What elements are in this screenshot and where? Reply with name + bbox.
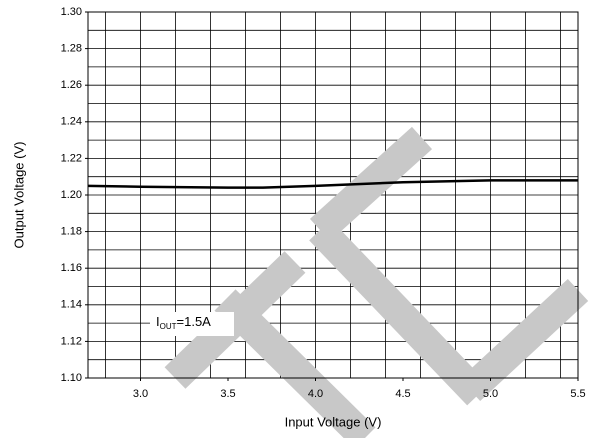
watermark-stroke bbox=[459, 278, 589, 402]
annotation-part: OUT bbox=[160, 322, 177, 331]
x-axis-title: Input Voltage (V) bbox=[285, 414, 382, 429]
y-tick-label: 1.26 bbox=[61, 79, 82, 91]
y-tick-label: 1.22 bbox=[61, 152, 82, 164]
annotation-part: I bbox=[156, 314, 160, 329]
y-tick-label: 1.30 bbox=[61, 6, 82, 18]
y-tick-label: 1.28 bbox=[61, 43, 82, 55]
y-tick-label: 1.12 bbox=[61, 335, 82, 347]
annotation-part: =1.5A bbox=[177, 314, 212, 329]
y-tick-label: 1.20 bbox=[61, 189, 82, 201]
y-tick-label: 1.18 bbox=[61, 226, 82, 238]
watermark bbox=[164, 126, 589, 438]
x-tick-label: 5.0 bbox=[483, 388, 498, 400]
data-line bbox=[87, 179, 578, 189]
y-tick-label: 1.16 bbox=[61, 262, 82, 274]
x-tick-label: 4.5 bbox=[395, 388, 410, 400]
annotation-text: IOUT=1.5A bbox=[156, 314, 211, 331]
x-tick-label: 5.5 bbox=[570, 388, 585, 400]
x-tick-label: 4.0 bbox=[308, 388, 323, 400]
watermark-stroke bbox=[214, 289, 376, 438]
watermark-stroke bbox=[309, 219, 489, 406]
x-tick-label: 3.0 bbox=[133, 388, 148, 400]
x-tick-label: 3.5 bbox=[220, 388, 235, 400]
annotation: IOUT=1.5A bbox=[150, 312, 234, 336]
annotation-bg bbox=[150, 312, 234, 336]
y-axis-title: Output Voltage (V) bbox=[11, 142, 26, 249]
y-tick-label: 1.10 bbox=[61, 372, 82, 384]
y-tick-label: 1.14 bbox=[61, 299, 82, 311]
y-tick-label: 1.24 bbox=[61, 116, 82, 128]
